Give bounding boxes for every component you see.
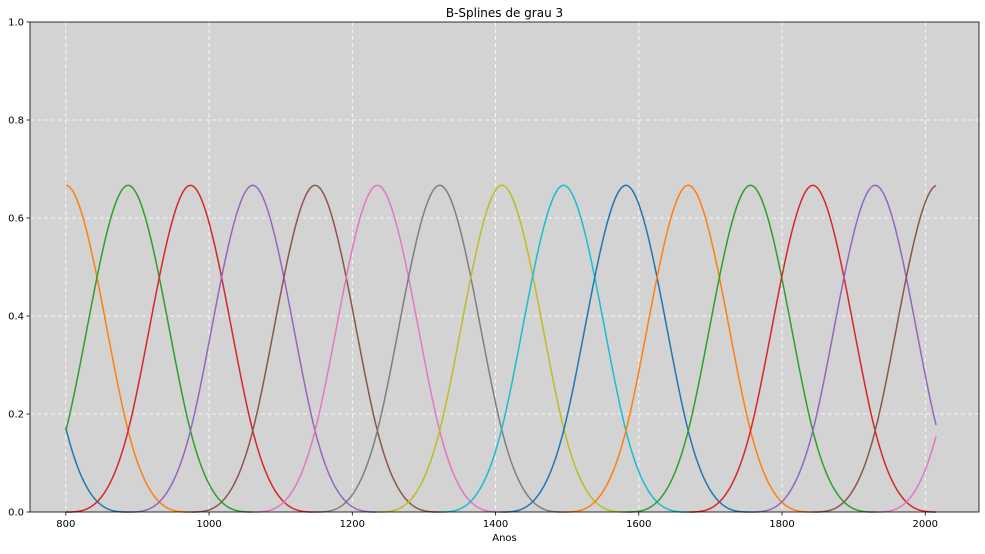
x-tick-label: 800 (56, 519, 75, 530)
basis-spline-13 (626, 184, 875, 513)
basis-spline-6 (190, 184, 440, 513)
x-axis-label: Anos (492, 533, 517, 544)
series-group (65, 184, 937, 513)
x-tick-label: 1000 (196, 519, 221, 530)
x-tick-label: 1200 (340, 519, 365, 530)
y-tick-label: 1.0 (8, 18, 24, 29)
basis-spline-4 (65, 184, 315, 513)
basis-spline-5 (128, 184, 378, 513)
x-tick-label: 1800 (769, 519, 794, 530)
basis-spline-11 (501, 184, 751, 513)
y-tick-label: 0.8 (8, 116, 24, 127)
x-axis: 800 1000 1200 1400 1600 1800 2000 (56, 512, 938, 530)
plot-background (30, 22, 979, 512)
basis-spline-8 (315, 184, 565, 513)
basis-spline-12 (563, 184, 813, 513)
plot-frame (29, 21, 980, 513)
x-tick-label: 2000 (913, 519, 938, 530)
chart-title: B-Splines de grau 3 (446, 6, 563, 20)
basis-spline-15 (750, 184, 937, 513)
x-tick-label: 1600 (626, 519, 651, 530)
y-tick-label: 0.0 (8, 508, 24, 519)
basis-spline-10 (439, 184, 689, 513)
basis-spline-7 (252, 184, 502, 513)
y-tick-label: 0.6 (8, 214, 24, 225)
y-tick-label: 0.4 (8, 312, 24, 323)
y-tick-label: 0.2 (8, 410, 24, 421)
grid (30, 21, 979, 513)
y-axis: 0.0 0.2 0.4 0.6 0.8 1.0 (8, 18, 30, 519)
x-tick-label: 1400 (483, 519, 508, 530)
basis-spline-9 (377, 184, 627, 513)
basis-spline-16 (813, 184, 937, 513)
basis-spline-14 (688, 184, 937, 513)
